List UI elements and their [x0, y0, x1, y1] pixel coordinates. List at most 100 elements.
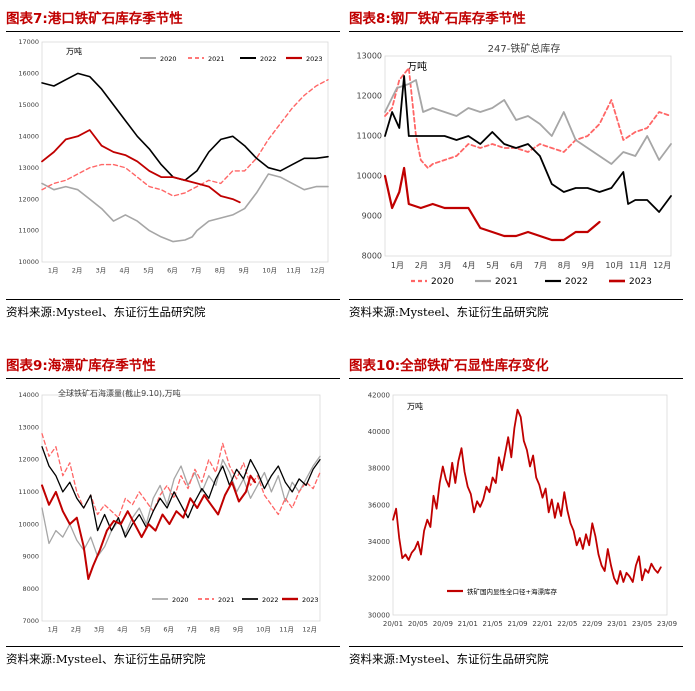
y-tick-label: 10000 — [357, 172, 382, 181]
series-line-2021 — [41, 79, 329, 197]
legend-label: 2021 — [208, 55, 225, 63]
x-tick-label: 7月 — [191, 267, 202, 275]
x-tick-label: 1月 — [391, 261, 404, 270]
x-tick-label: 8月 — [558, 261, 571, 270]
y-tick-label: 16000 — [18, 70, 39, 78]
y-tick-label: 42000 — [368, 391, 390, 399]
series-line-2023 — [41, 474, 257, 580]
unit-label: 万吨 — [66, 46, 82, 56]
y-tick-label: 11000 — [18, 488, 39, 496]
legend-label: 2022 — [565, 277, 588, 287]
panel-title: 图表8:钢厂铁矿石库存季节性 — [349, 11, 526, 27]
x-tick-label: 23/09 — [657, 620, 677, 628]
panel-floating-inventory: 图表9:海漂矿库存季节性 7000 8000 9000 10000 11000 12000… — [6, 351, 346, 691]
series-line-2022 — [384, 75, 672, 213]
x-tick-label: 12月 — [310, 267, 325, 275]
series-line-2020 — [41, 455, 321, 558]
plot-frame — [392, 394, 668, 616]
x-tick-label: 4月 — [119, 267, 130, 275]
y-tick-label: 30000 — [368, 611, 390, 619]
series-line-2023 — [41, 129, 241, 204]
x-tick-label: 5月 — [143, 267, 154, 275]
legend-label: 2022 — [260, 55, 277, 63]
series-line-2020 — [41, 173, 329, 243]
y-tick-label: 12000 — [18, 195, 39, 203]
y-tick-label: 13000 — [18, 164, 39, 172]
y-tick-label: 38000 — [368, 465, 390, 473]
series-line-铁矿国内显性全口径+海漂库存 — [392, 408, 662, 585]
source-rule — [349, 646, 683, 647]
legend-label: 2023 — [629, 277, 652, 287]
title-rule — [6, 378, 340, 379]
legend-label: 2021 — [495, 277, 518, 287]
x-tick-label: 1月 — [48, 626, 59, 634]
x-tick-label: 10月 — [605, 261, 623, 270]
x-tick-label: 6月 — [510, 261, 523, 270]
series-line-2021 — [384, 79, 672, 165]
x-tick-label: 9月 — [239, 267, 250, 275]
legend-label: 2020 — [431, 277, 454, 287]
unit-label: 万吨 — [407, 401, 423, 411]
x-tick-label: 6月 — [167, 267, 178, 275]
unit-label: 万吨 — [407, 60, 427, 73]
x-tick-label: 10月 — [262, 267, 277, 275]
source-note: 资料来源:Mysteel、东证衍生品研究院 — [349, 305, 549, 319]
y-tick-label: 9000 — [22, 553, 39, 561]
y-tick-label: 34000 — [368, 538, 390, 546]
chart-floating-inventory: 7000 8000 9000 10000 11000 12000 13000 14000 1月 2… — [18, 388, 321, 634]
x-tick-label: 4月 — [462, 261, 475, 270]
x-tick-label: 3月 — [94, 626, 105, 634]
y-tick-label: 12000 — [18, 456, 39, 464]
series-line-2022 — [41, 446, 321, 538]
panel-port-inventory: 图表7:港口铁矿石库存季节性 10000 11000 12000 13000 14000… — [6, 4, 346, 344]
title-rule — [6, 31, 340, 32]
x-tick-label: 2月 — [415, 261, 428, 270]
plot-frame — [384, 55, 672, 257]
x-tick-label: 23/05 — [632, 620, 652, 628]
y-tick-label: 32000 — [368, 575, 390, 583]
y-tick-label: 13000 — [357, 52, 382, 61]
x-tick-label: 3月 — [96, 267, 107, 275]
x-tick-label: 11月 — [629, 261, 647, 270]
series-line-2020 — [384, 67, 672, 169]
y-tick-label: 10000 — [18, 520, 39, 528]
legend-label: 2022 — [262, 596, 279, 604]
legend-label: 2023 — [302, 596, 319, 604]
panel-mill-inventory: 图表8:钢厂铁矿石库存季节性 8000 9000 10000 11000 12000 13… — [349, 4, 689, 344]
x-tick-label: 21/09 — [507, 620, 527, 628]
panel-title: 图表7:港口铁矿石库存季节性 — [6, 11, 183, 27]
legend-label: 2020 — [172, 596, 189, 604]
x-tick-label: 4月 — [117, 626, 128, 634]
y-tick-label: 12000 — [357, 92, 382, 101]
y-tick-label: 13000 — [18, 423, 39, 431]
chart-port-inventory: 10000 11000 12000 13000 14000 15000 16000 17000… — [18, 38, 329, 275]
x-tick-label: 9月 — [233, 626, 244, 634]
source-rule — [349, 299, 683, 300]
x-tick-label: 5月 — [140, 626, 151, 634]
plot-frame — [41, 41, 329, 263]
title-rule — [349, 378, 683, 379]
source-note: 资料来源:Mysteel、东证衍生品研究院 — [6, 652, 206, 666]
chart-title: 247-铁矿总库存 — [488, 42, 561, 55]
x-tick-label: 12月 — [302, 626, 317, 634]
legend-label: 2023 — [306, 55, 323, 63]
x-tick-label: 20/09 — [433, 620, 453, 628]
x-tick-label: 8月 — [215, 267, 226, 275]
y-tick-label: 7000 — [22, 617, 39, 625]
title-rule — [349, 31, 683, 32]
series-line-2023 — [383, 166, 601, 242]
legend-label: 2020 — [160, 55, 177, 63]
legend-label: 2021 — [218, 596, 235, 604]
panel-title: 图表10:全部铁矿石显性库存变化 — [349, 358, 549, 374]
x-tick-label: 21/05 — [483, 620, 503, 628]
x-tick-label: 7月 — [534, 261, 547, 270]
chart-total-inventory: 30000 32000 34000 36000 38000 40000 42000 20/01… — [368, 391, 677, 628]
x-tick-label: 8月 — [210, 626, 221, 634]
x-tick-label: 11月 — [286, 267, 301, 275]
source-rule — [6, 646, 340, 647]
x-tick-label: 23/01 — [607, 620, 627, 628]
x-tick-label: 22/01 — [532, 620, 552, 628]
x-tick-label: 20/01 — [383, 620, 403, 628]
y-tick-label: 8000 — [362, 252, 382, 261]
source-note: 资料来源:Mysteel、东证衍生品研究院 — [349, 652, 549, 666]
